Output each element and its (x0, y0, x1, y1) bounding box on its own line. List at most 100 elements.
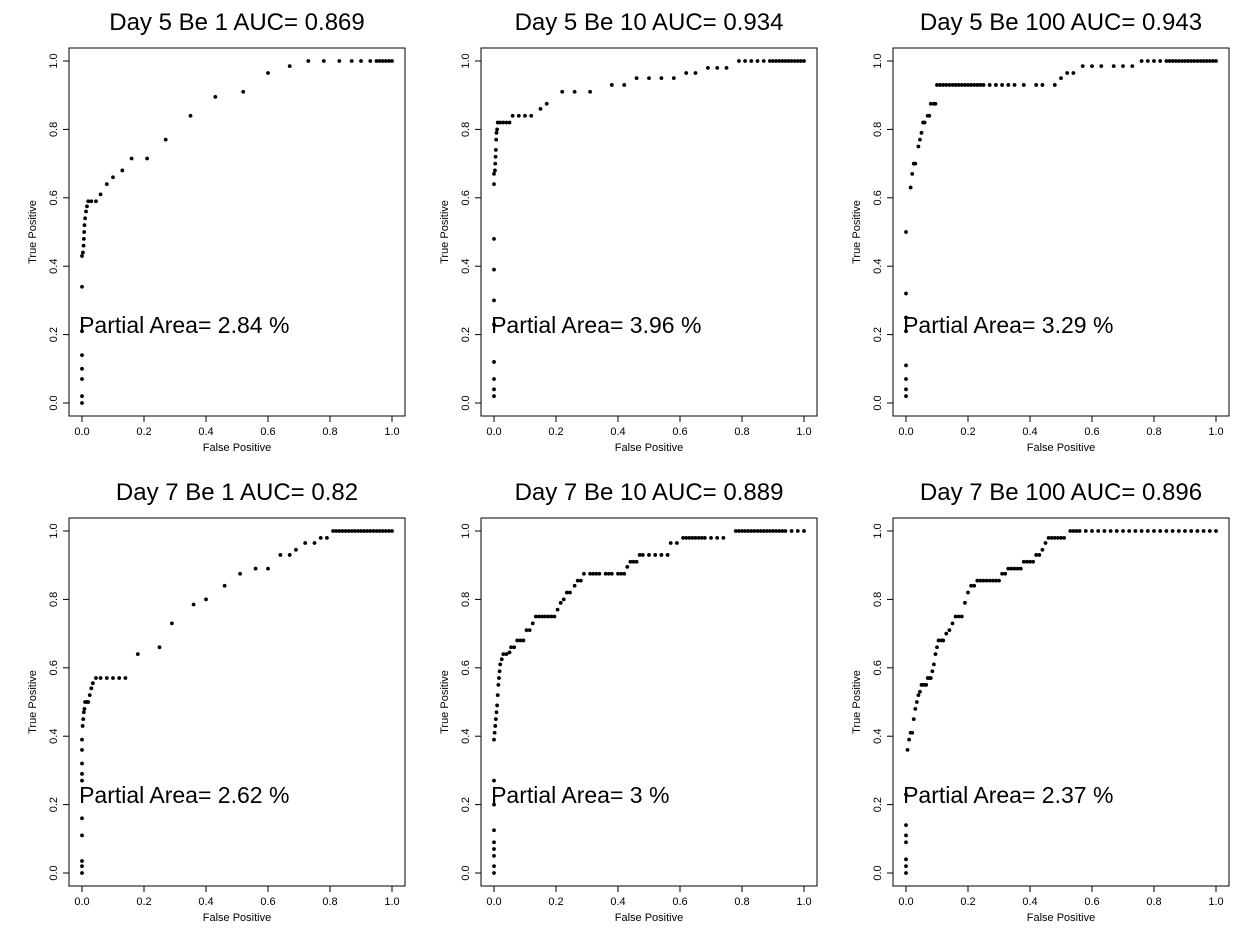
roc-point (768, 529, 772, 533)
roc-point (963, 600, 967, 605)
roc-point (504, 120, 509, 125)
roc-point (380, 529, 385, 533)
roc-point (786, 59, 791, 63)
roc-point (619, 571, 623, 576)
y-tick-label: 0.8 (460, 122, 472, 137)
y-tick-label: 0.8 (48, 592, 60, 607)
x-tick-label: 0.0 (898, 896, 913, 908)
roc-point (609, 571, 614, 576)
roc-point (98, 676, 103, 680)
roc-point (303, 541, 308, 545)
x-tick-label: 0.4 (198, 896, 213, 908)
roc-point (1062, 535, 1066, 540)
roc-point (82, 230, 87, 234)
roc-point (80, 394, 84, 399)
roc-point (953, 614, 958, 619)
roc-point (1111, 64, 1116, 69)
roc-point (80, 833, 84, 838)
roc-point (492, 377, 496, 381)
roc-point (693, 535, 698, 540)
roc-point (987, 578, 992, 583)
roc-point (81, 236, 86, 241)
roc-point (509, 645, 513, 650)
roc-point (540, 614, 544, 619)
chart-title: Day 7 Be 1 AUC= 0.82 (116, 479, 358, 506)
roc-point (80, 724, 85, 728)
roc-point (761, 529, 766, 533)
roc-point (390, 529, 394, 533)
roc-point (82, 223, 87, 228)
roc-point (959, 83, 964, 87)
roc-point (904, 857, 908, 862)
roc-point (343, 529, 348, 533)
roc-point (777, 59, 782, 63)
roc-point (241, 89, 246, 94)
roc-point (80, 377, 84, 381)
roc-point (597, 571, 602, 576)
roc-point (777, 529, 782, 533)
roc-point (492, 360, 496, 364)
y-tick-label: 0.4 (48, 729, 60, 744)
roc-point (749, 529, 754, 533)
roc-point (665, 553, 670, 557)
roc-point (510, 113, 515, 118)
roc-point (253, 566, 258, 571)
roc-point (1198, 59, 1203, 63)
roc-point (1068, 529, 1073, 533)
y-tick-label: 0.0 (48, 865, 60, 880)
roc-point (86, 199, 91, 204)
roc-point (933, 101, 938, 106)
roc-point (546, 614, 551, 619)
x-tick-label: 0.6 (672, 426, 687, 438)
roc-point (494, 130, 499, 135)
roc-point (81, 250, 85, 255)
y-tick-label: 0.2 (460, 327, 472, 342)
roc-point (966, 83, 970, 87)
roc-point (966, 590, 970, 595)
roc-point (492, 730, 497, 735)
roc-point (693, 71, 698, 75)
roc-point (702, 535, 707, 540)
roc-point (653, 553, 658, 557)
roc-point (956, 83, 961, 87)
roc-point (938, 83, 942, 87)
roc-point (916, 693, 921, 698)
x-tick-label: 0.6 (672, 896, 687, 908)
roc-point (904, 864, 908, 869)
roc-point (1207, 59, 1212, 63)
chart-title: Day 5 Be 1 AUC= 0.869 (109, 9, 365, 36)
roc-point (524, 628, 529, 633)
roc-point (941, 83, 946, 87)
roc-point (85, 204, 89, 209)
partial-area-annotation: Partial Area= 2.84 % (79, 312, 289, 338)
roc-point (990, 578, 995, 583)
roc-point (515, 638, 520, 643)
roc-point (904, 230, 908, 234)
x-tick-label: 1.0 (796, 896, 811, 908)
roc-point (1108, 529, 1113, 533)
roc-point (1028, 559, 1032, 564)
roc-point (919, 130, 924, 135)
roc-point (492, 387, 496, 392)
roc-point (321, 59, 326, 63)
roc-point (768, 59, 772, 63)
roc-point (492, 840, 496, 845)
roc-point (1201, 59, 1206, 63)
roc-point (924, 683, 929, 687)
roc-point (616, 571, 620, 576)
roc-point (568, 590, 572, 595)
roc-panel: Day 7 Be 100 AUC= 0.896 0.0 0.2 0.4 0.6 0.8 1.… (851, 479, 1230, 924)
roc-point (1071, 529, 1076, 533)
roc-point (935, 83, 939, 87)
y-axis-label: True Positive (439, 670, 451, 734)
roc-point (969, 83, 973, 87)
roc-point (671, 76, 676, 80)
roc-point (802, 529, 806, 533)
roc-point (594, 571, 599, 576)
roc-point (383, 529, 388, 533)
x-tick-label: 0.8 (322, 896, 337, 908)
x-tick-label: 1.0 (384, 426, 399, 438)
roc-point (387, 529, 391, 533)
x-tick-label: 0.6 (260, 896, 275, 908)
